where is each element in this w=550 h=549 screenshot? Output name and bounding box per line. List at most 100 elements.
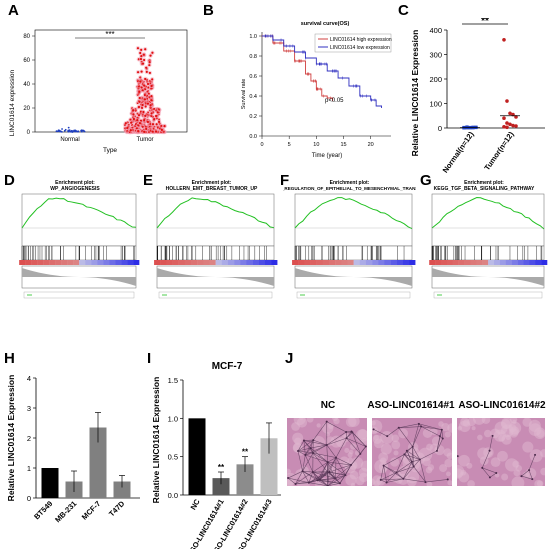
- gsea-plot-d: Enrichment plot:WP_ANGIOGENESIS: [19, 180, 140, 299]
- tube-segment: [312, 461, 328, 473]
- panel-i-title: MCF-7: [212, 361, 243, 372]
- tube-segment: [312, 471, 336, 479]
- panel-a-tumor-point: [137, 105, 141, 109]
- tube-segment: [302, 452, 314, 472]
- tube-node: [379, 478, 382, 481]
- panel-a-tumor-point: [124, 122, 127, 125]
- panel-letter-f: F: [280, 172, 290, 189]
- tube-formation-image-nc: [287, 418, 367, 486]
- panel-a-tumor-points: [122, 45, 167, 135]
- tissue-texture: [490, 457, 501, 468]
- tissue-texture: [405, 469, 420, 484]
- tissue-texture: [494, 472, 500, 478]
- tube-formation-image-aso2: [457, 418, 545, 486]
- gsea-rank-colorbar: [55, 260, 62, 265]
- tube-segment: [521, 475, 533, 480]
- panel-j-label-aso1: ASO-LINC01614#1: [367, 400, 455, 411]
- tissue-texture: [497, 450, 508, 462]
- tissue-texture: [501, 424, 514, 438]
- panel-a-tumor-point: [157, 120, 161, 123]
- tissue-texture: [333, 418, 340, 425]
- tube-segment: [308, 479, 318, 484]
- panel-a-tumor-point: [137, 129, 140, 133]
- tube-segment: [327, 457, 337, 463]
- panel-a-tumor-point: [138, 122, 141, 125]
- tube-node: [316, 479, 319, 482]
- gsea-rank-colorbar: [215, 260, 223, 265]
- panel-a-tumor-point: [146, 102, 150, 105]
- tube-segment: [312, 444, 327, 454]
- tissue-texture: [426, 481, 433, 486]
- panel-a-tumor-point: [142, 110, 145, 114]
- tissue-texture: [471, 426, 476, 431]
- panel-a-tumor-point: [140, 70, 143, 73]
- tube-node: [287, 477, 290, 480]
- tube-node: [520, 475, 523, 478]
- panel-i-bar: [236, 464, 254, 495]
- tube-segment: [335, 464, 352, 479]
- tube-node: [350, 430, 353, 433]
- tube-segment: [413, 466, 426, 483]
- panel-c-xtick-label: Tumor(n=12): [482, 130, 516, 172]
- panel-a-tumor-point: [145, 127, 148, 130]
- tissue-texture: [344, 447, 350, 454]
- gsea-rank-colorbar: [310, 260, 317, 265]
- tube-node: [435, 449, 438, 452]
- panel-a-tumor-point: [130, 121, 133, 124]
- tube-segment: [312, 471, 328, 486]
- tube-segment: [482, 467, 491, 478]
- tissue-texture: [458, 420, 471, 433]
- gsea-rank-colorbar: [429, 260, 436, 265]
- panel-a-tumor-point: [138, 96, 141, 100]
- tissue-texture: [444, 458, 452, 468]
- tube-segment: [310, 440, 314, 449]
- panel-c-point: [505, 125, 509, 130]
- tube-segment: [380, 465, 384, 480]
- panel-b-ytick-label: 0.4: [249, 94, 257, 100]
- tube-node: [405, 449, 408, 452]
- panel-a-tumor-point: [140, 106, 144, 109]
- panel-a-normal-point: [82, 129, 85, 132]
- panel-b-xtick-label: 0: [260, 142, 263, 148]
- panel-letter-b: B: [203, 2, 214, 19]
- tube-node: [417, 422, 420, 425]
- panel-a-tumor-point: [129, 129, 132, 132]
- gsea-es-curve: [156, 197, 275, 229]
- tube-node: [359, 452, 362, 455]
- tube-segment: [305, 454, 328, 463]
- panel-a-ytick-label: 40: [23, 82, 30, 88]
- gsea-es-curve: [294, 197, 413, 230]
- tissue-texture: [380, 443, 392, 455]
- tube-node: [410, 460, 413, 463]
- gsea-title: GOBP_REGULATION_OF_EPITHELIAL_TO_MESENCH…: [283, 186, 416, 191]
- tube-segment: [288, 477, 309, 484]
- panel-i-ylabel: Relative LINC01614 Expression: [151, 377, 161, 504]
- tube-segment: [335, 474, 346, 479]
- gsea-rank-colorbar: [541, 260, 548, 265]
- gsea-es-frame: [156, 193, 275, 247]
- gsea-rank-colorbar: [390, 260, 397, 265]
- gsea-rank-colorbar: [359, 260, 367, 265]
- tissue-texture: [316, 423, 321, 428]
- tube-segment: [413, 459, 421, 467]
- panel-c-ytick-label: 400: [429, 26, 442, 35]
- tube-segment: [396, 454, 405, 473]
- tube-segment: [329, 464, 352, 473]
- panel-i-bar: [260, 438, 278, 495]
- gsea-rank-colorbar: [227, 260, 235, 265]
- gsea-rank-colorbar: [191, 260, 198, 265]
- tube-node: [446, 478, 449, 481]
- tube-node: [312, 452, 315, 455]
- tube-segment: [297, 450, 314, 454]
- tube-segment: [302, 470, 313, 473]
- tube-node: [420, 425, 423, 428]
- tube-segment: [380, 472, 397, 481]
- tissue-texture: [522, 441, 534, 453]
- tube-segment: [411, 459, 420, 463]
- panel-h-ytick-label: 2: [27, 434, 31, 443]
- panel-c-point: [511, 123, 515, 128]
- gsea-rank-colorbar: [121, 260, 128, 265]
- gsea-rank-colorbar: [488, 260, 495, 265]
- gsea-rank-colorbar: [341, 260, 348, 265]
- tube-segment: [404, 454, 420, 460]
